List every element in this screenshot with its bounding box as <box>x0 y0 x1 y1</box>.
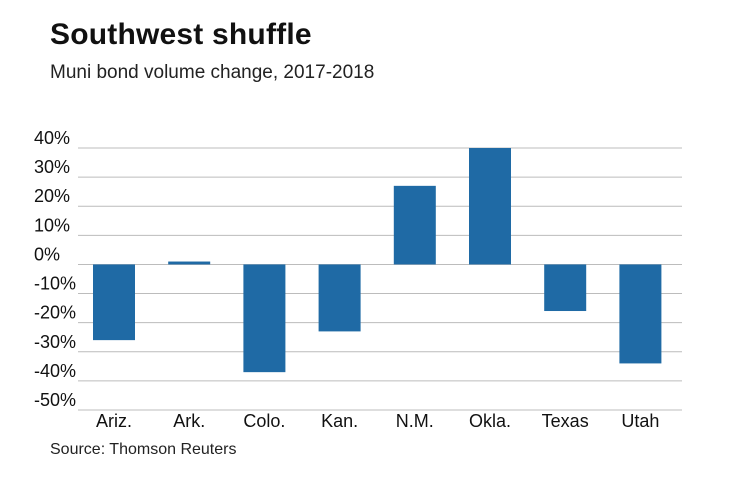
y-tick-label: -50% <box>34 390 76 410</box>
y-tick-label: -30% <box>34 332 76 352</box>
y-tick-label: 10% <box>34 215 70 235</box>
x-axis-category-labels: Ariz. Ark. Colo. Kan. N.M. Okla. Texas Utah <box>96 411 659 431</box>
bar-texas <box>544 264 587 312</box>
x-category-label: N.M. <box>396 411 434 431</box>
bars <box>93 148 662 373</box>
bar-nm <box>393 185 436 265</box>
bar-utah <box>619 264 662 364</box>
x-category-label: Kan. <box>321 411 358 431</box>
y-tick-label: -10% <box>34 274 76 294</box>
chart-subtitle: Muni bond volume change, 2017-2018 <box>50 62 375 83</box>
y-axis-tick-labels: 40% 30% 20% 10% 0% -10% -20% -30% -40% -50% <box>34 128 76 410</box>
y-tick-label: -20% <box>34 303 76 323</box>
x-category-label: Texas <box>542 411 589 431</box>
y-tick-label: -40% <box>34 361 76 381</box>
source-note: Source: Thomson Reuters <box>50 441 237 458</box>
x-category-label: Ariz. <box>96 411 132 431</box>
bar-colo <box>243 264 286 373</box>
x-category-label: Ark. <box>173 411 205 431</box>
y-tick-label: 40% <box>34 128 70 148</box>
bar-okla <box>469 148 511 265</box>
y-tick-label: 30% <box>34 157 70 177</box>
bar-ark <box>168 261 211 265</box>
x-category-label: Colo. <box>243 411 285 431</box>
y-tick-label: 20% <box>34 186 70 206</box>
x-category-label: Okla. <box>469 411 511 431</box>
gridlines <box>78 147 682 411</box>
y-tick-label: 0% <box>34 244 60 264</box>
chart-title: Southwest shuffle <box>50 18 312 51</box>
bar-kan <box>318 264 361 332</box>
x-category-label: Utah <box>621 411 659 431</box>
bar-ariz <box>93 264 135 341</box>
